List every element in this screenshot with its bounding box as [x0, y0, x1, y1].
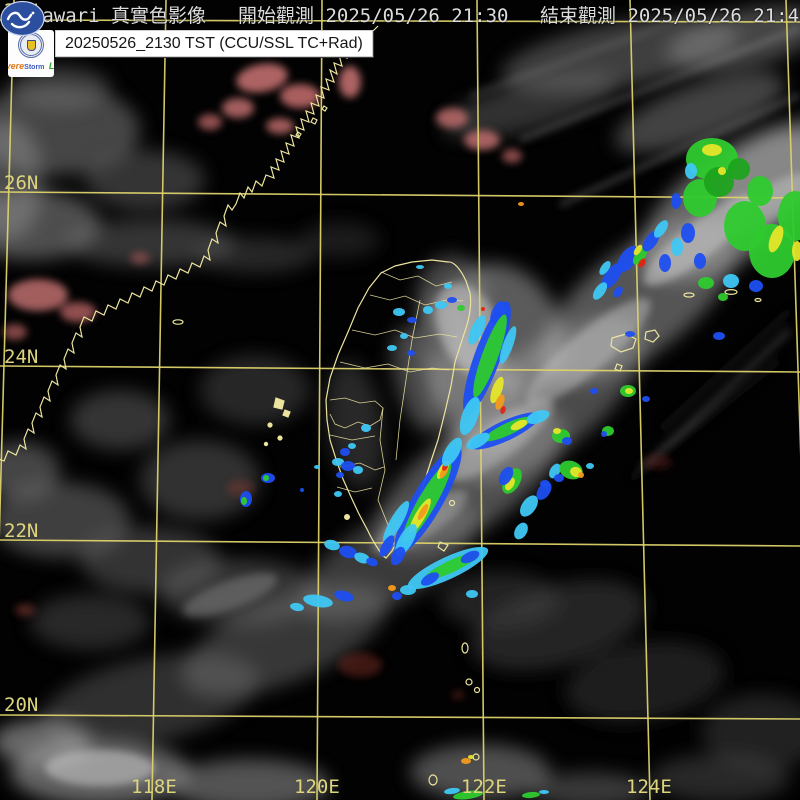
seal-shield-icon	[26, 39, 36, 51]
lon-label-118e: 118E	[131, 776, 177, 798]
penghu-islands	[263, 397, 351, 520]
ssl-lab-wordmark: SevereStorm Lab.	[8, 58, 54, 74]
lat-label-24n: 24N	[4, 346, 38, 368]
lon-label-124e: 124E	[626, 776, 672, 798]
coordinate-labels: 28N 26N 24N 22N 20N 118E 120E 122E 124E	[4, 0, 672, 798]
kinmen-islet	[172, 319, 184, 325]
gridline-24n	[0, 365, 800, 373]
matsu-islets	[295, 105, 328, 138]
product-tag-box: 20250526_2130 TST (CCU/SSL TC+Rad)	[55, 30, 373, 57]
gridline-120e	[316, 0, 323, 800]
ssl-lab-logo: SevereStorm Lab.	[8, 30, 54, 77]
cwb-swirl-icon	[6, 11, 35, 29]
low-cloud-pink-layer	[3, 63, 672, 699]
lab-word-lab: Lab.	[48, 61, 54, 71]
gridline-20n	[0, 714, 800, 720]
lat-label-22n: 22N	[4, 520, 38, 542]
batanes-islands	[428, 642, 481, 786]
lon-label-120e: 120E	[294, 776, 340, 798]
observation-start-time: 開始觀測 2025/05/26 21:30	[238, 5, 509, 27]
product-title: Himawari 真實色影像	[8, 5, 206, 27]
lat-label-20n: 20N	[4, 694, 38, 716]
lon-label-122e: 122E	[461, 776, 507, 798]
lab-word-severe: Severe	[8, 61, 25, 71]
observation-end-time: 結束觀測 2025/05/26 21:40	[540, 5, 800, 27]
gridline-116e	[0, 0, 15, 539]
gridline-124e	[629, 0, 651, 800]
lanyu-island	[437, 541, 449, 552]
gridline-118e	[151, 0, 167, 800]
gridline-26n	[0, 191, 800, 199]
green-island	[448, 499, 456, 507]
lab-word-storm: Storm	[24, 64, 45, 71]
gridline-28n	[0, 19, 800, 23]
gridline-126e	[785, 0, 800, 456]
lat-label-26n: 26N	[4, 172, 38, 194]
china-coastline	[0, 25, 379, 462]
cwb-logo	[0, 0, 45, 37]
radar-echo-layer	[240, 138, 800, 800]
